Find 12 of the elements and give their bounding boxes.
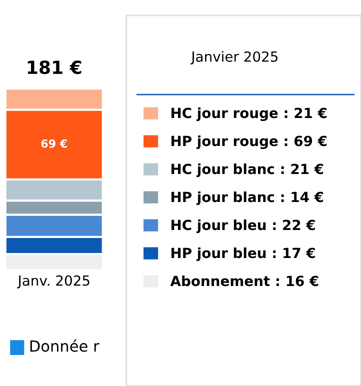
legend-label: HP jour bleu : 17 € [172, 247, 315, 261]
legend-label: HP jour blanc : 14 € [172, 191, 324, 205]
total-label: 181 € [28, 60, 82, 74]
x-tick-label: Janv. 2025 [17, 275, 90, 288]
data-label: 69 € [41, 139, 67, 148]
legend-label: HC jour blanc : 21 € [172, 163, 324, 178]
legend-label: HP jour rouge : 69 € [172, 135, 327, 150]
legend-label: HC jour bleu : 22 € [172, 219, 315, 233]
text: Donnée r [30, 339, 100, 352]
legend-label: HC jour rouge : 21 € [172, 107, 327, 122]
legend-title: Janvier 2025 [190, 51, 278, 64]
legend-label: Abonnement : 16 € [170, 275, 318, 286]
